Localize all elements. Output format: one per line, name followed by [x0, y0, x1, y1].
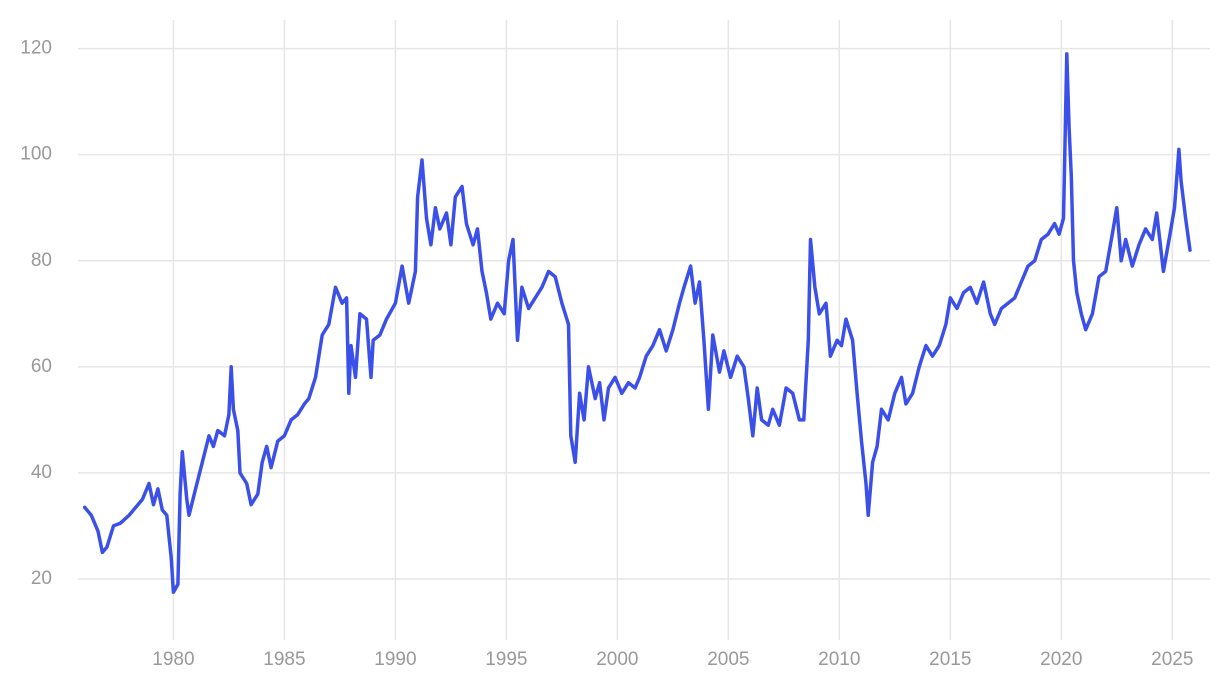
x-tick-label: 2010 [818, 649, 860, 670]
y-tick-label: 100 [20, 144, 52, 165]
y-tick-label: 40 [31, 462, 52, 483]
x-tick-label: 2020 [1040, 649, 1082, 670]
x-tick-label: 2000 [596, 649, 638, 670]
x-tick-label: 1980 [152, 649, 194, 670]
x-tick-label: 2005 [707, 649, 749, 670]
x-tick-label: 1990 [374, 649, 416, 670]
data-line [82, 52, 1192, 594]
y-tick-label: 60 [31, 356, 52, 377]
y-tick-label: 20 [31, 568, 52, 589]
y-tick-label: 120 [20, 38, 52, 59]
x-tick-label: 2025 [1151, 649, 1193, 670]
y-tick-label: 80 [31, 250, 52, 271]
x-tick-label: 1985 [263, 649, 305, 670]
x-tick-label: 2015 [929, 649, 971, 670]
x-tick-label: 1995 [485, 649, 527, 670]
